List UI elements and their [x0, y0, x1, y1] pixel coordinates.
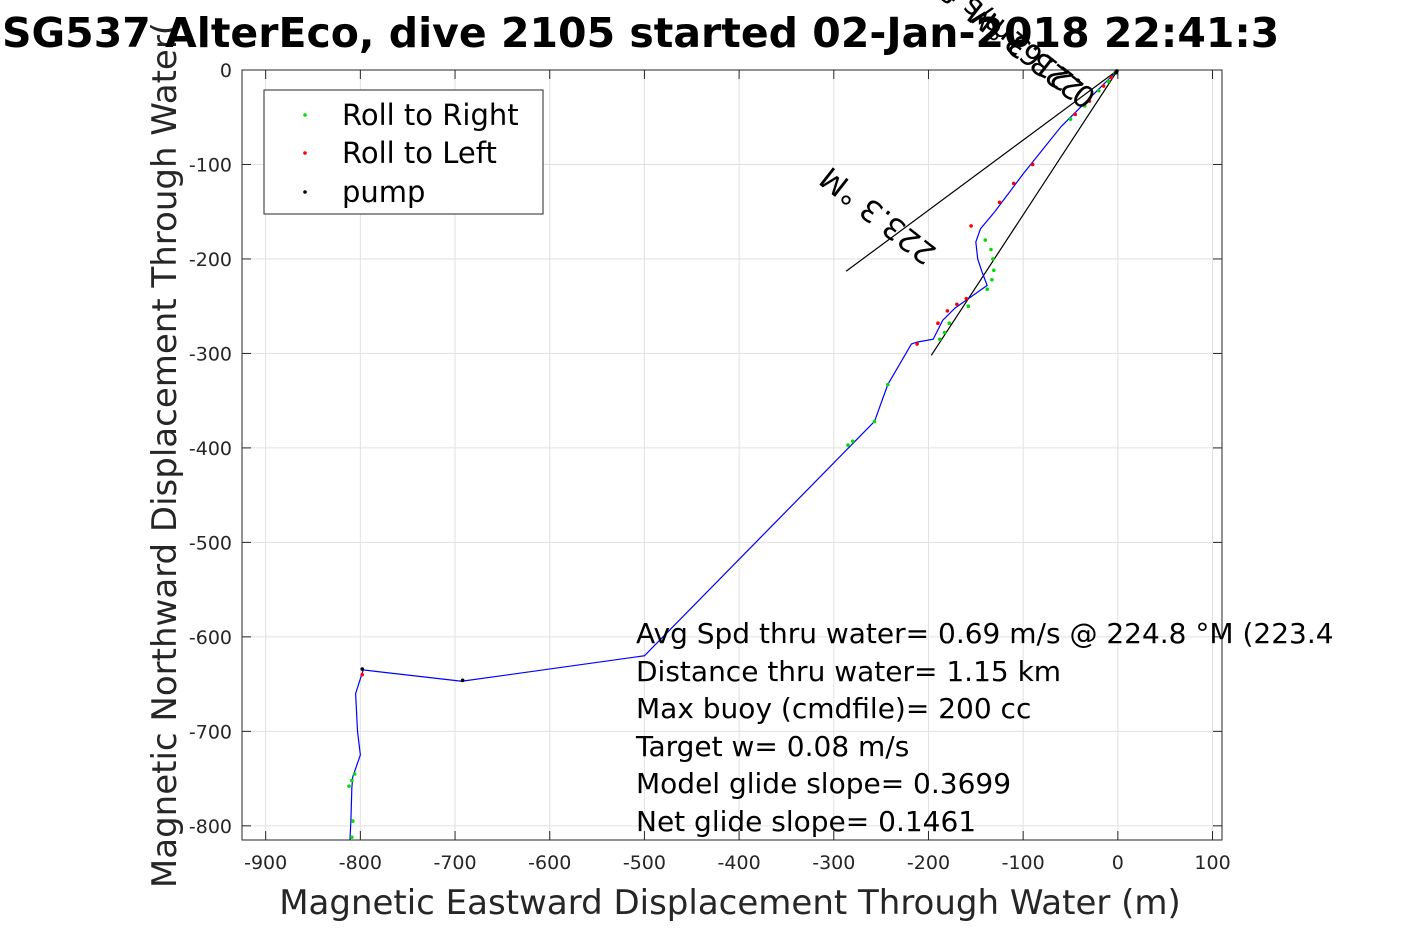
legend-box	[263, 89, 544, 215]
heading-cone-lines	[845, 69, 1119, 356]
roll-left-point	[915, 342, 919, 346]
stat-avg-speed: Avg Spd thru water= 0.69 m/s @ 224.8 °M …	[636, 617, 1334, 650]
x-tick-label: -800	[339, 852, 382, 874]
y-tick-label: -500	[189, 532, 232, 554]
pump-point	[1114, 71, 1118, 75]
y-tick-label: -100	[189, 154, 232, 176]
x-tick-label: -400	[718, 852, 761, 874]
roll-right-point	[966, 304, 971, 308]
roll-left-point	[1109, 75, 1114, 80]
legend-label-roll-left: Roll to Left	[342, 136, 497, 170]
roll-right-point	[1068, 117, 1073, 121]
roll-right-point	[1082, 104, 1087, 108]
roll-left-point	[945, 309, 950, 313]
roll-right-point	[350, 819, 355, 823]
roll-left-point	[1101, 84, 1106, 88]
y-tick-label: 0	[220, 60, 232, 82]
roll-left-point	[1011, 181, 1016, 186]
roll-left-point	[1073, 112, 1078, 117]
roll-right-point	[347, 784, 351, 788]
roll-left-point	[1030, 162, 1035, 167]
legend-marker-pump	[303, 190, 307, 194]
roll-left-point	[964, 296, 969, 301]
legend-marker-roll-right	[303, 113, 307, 117]
axis-ticks	[242, 69, 1222, 840]
roll-right-point	[846, 443, 850, 447]
chart-title: SG537 AlterEco, dive 2105 started 02-Jan…	[2, 9, 1279, 57]
roll-right-point	[991, 257, 995, 261]
x-tick-label: -300	[812, 852, 855, 874]
x-tick-labels: -900 -800 -700 -600 -500 -400 -300 -200 -100 0 100	[244, 852, 1231, 874]
stat-net-glide-slope: Net glide slope= 0.1461	[636, 805, 976, 838]
roll-right-point	[350, 778, 354, 783]
y-tick-label: -300	[189, 343, 232, 365]
y-tick-label: -400	[189, 438, 232, 460]
x-axis-label: Magnetic Eastward Displacement Through W…	[279, 883, 1181, 923]
legend-label-pump: pump	[342, 175, 425, 209]
heading-cone-line	[845, 69, 1119, 272]
y-tick-label: -800	[189, 816, 232, 838]
roll-left-point	[936, 321, 940, 326]
x-tick-label: -700	[433, 852, 476, 874]
roll-right-point	[983, 238, 988, 242]
dive-statistics: Avg Spd thru water= 0.69 m/s @ 224.8 °M …	[635, 617, 1334, 838]
stat-max-buoy: Max buoy (cmdfile)= 200 cc	[636, 692, 1031, 725]
roll-right-point	[350, 835, 354, 839]
roll-left-point	[997, 200, 1002, 205]
dive-track-line	[349, 69, 1119, 841]
y-axis-label: Magnetic Northward Displacement Through …	[145, 22, 185, 888]
roll-right-point	[1106, 79, 1111, 84]
pump-point	[460, 678, 465, 683]
roll-right-point	[885, 382, 890, 387]
roll-right-point	[990, 277, 994, 282]
x-tick-label: -200	[907, 852, 950, 874]
x-tick-label: 100	[1194, 852, 1230, 874]
stat-target-w: Target w= 0.08 m/s	[635, 730, 909, 763]
roll-right-point	[947, 321, 952, 326]
x-tick-label: 0	[1112, 852, 1124, 874]
heading-cone-line	[930, 69, 1119, 356]
pump-point	[360, 667, 365, 671]
dive-markers	[347, 69, 1119, 839]
roll-right-point	[850, 439, 855, 444]
x-tick-label: -900	[244, 852, 287, 874]
roll-right-point	[352, 772, 357, 776]
x-tick-label: -600	[528, 852, 571, 874]
plot-area	[241, 69, 1223, 841]
roll-right-point	[989, 247, 993, 252]
y-tick-labels: 0 -100 -200 -300 -400 -500 -600 -700 -800	[189, 60, 232, 838]
roll-right-point	[872, 419, 877, 424]
roll-left-point	[360, 672, 365, 677]
stat-model-glide-slope: Model glide slope= 0.3699	[636, 767, 1011, 800]
roll-right-point	[1097, 88, 1101, 93]
x-tick-label: -100	[1002, 852, 1045, 874]
roll-left-point	[955, 302, 959, 307]
y-tick-label: -600	[189, 627, 232, 649]
roll-right-point	[942, 330, 947, 335]
roll-right-point	[985, 287, 989, 291]
roll-left-point	[969, 224, 973, 228]
legend-marker-roll-left	[303, 151, 307, 155]
stat-distance: Distance thru water= 1.15 km	[636, 655, 1061, 688]
roll-right-point	[938, 337, 942, 342]
legend-label-roll-right: Roll to Right	[342, 98, 519, 132]
roll-right-point	[992, 268, 996, 273]
x-tick-label: -500	[623, 852, 666, 874]
legend: Roll to Right Roll to Left pump	[263, 89, 544, 215]
y-tick-label: -200	[189, 249, 232, 271]
roll-left-point	[1087, 99, 1092, 103]
y-tick-label: -700	[189, 721, 232, 743]
